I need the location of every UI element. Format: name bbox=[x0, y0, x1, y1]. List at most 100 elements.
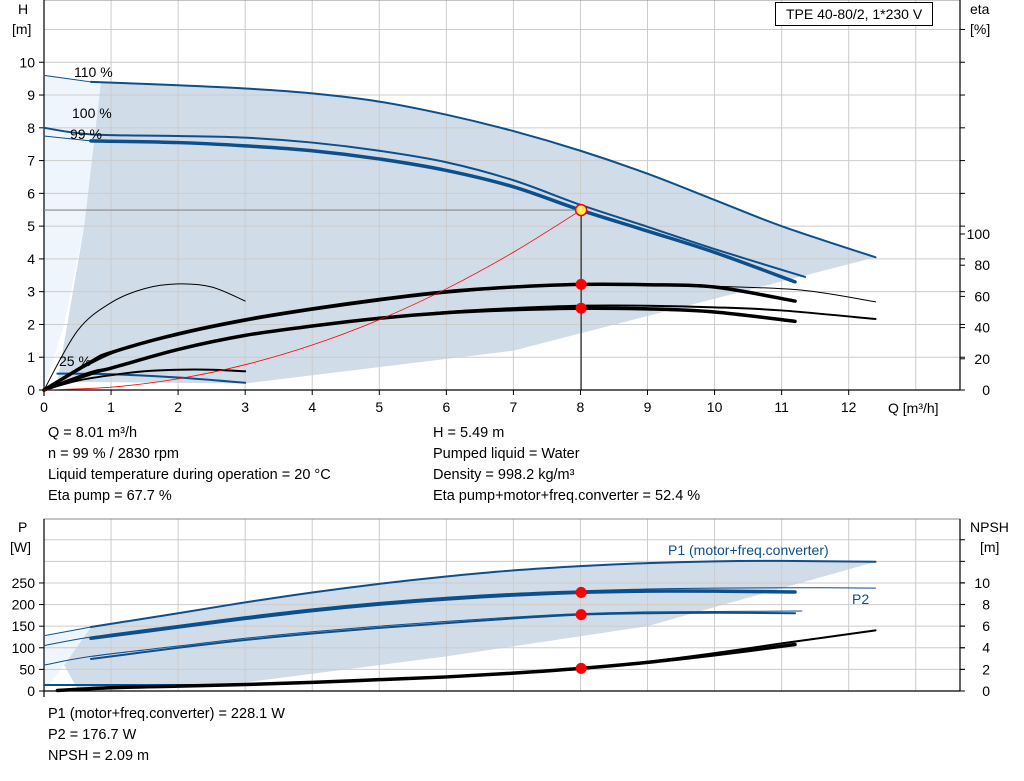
y2-tick-label: 4 bbox=[982, 640, 990, 656]
info-eta-pump: Eta pump = 67.7 % bbox=[48, 488, 172, 504]
y-tick-label: 0 bbox=[27, 382, 35, 398]
info-liquid: Pumped liquid = Water bbox=[433, 446, 580, 462]
pump-title: TPE 40-80/2, 1*230 V bbox=[786, 6, 923, 22]
y-tick-label: 6 bbox=[27, 185, 35, 201]
curve-eta-pump-25 bbox=[43, 283, 246, 391]
y2-tick-label: 20 bbox=[974, 351, 990, 367]
pump-title-box: TPE 40-80/2, 1*230 V bbox=[775, 2, 934, 26]
curve-npsh-110 bbox=[579, 629, 877, 670]
y2-tick-label: 10 bbox=[974, 575, 990, 591]
y2-tick-label: 0 bbox=[982, 382, 990, 398]
npsh-axis-unit: [m] bbox=[980, 539, 1000, 555]
duty-point bbox=[574, 203, 588, 217]
top-info-left: Q = 8.01 m³/h n = 99 % / 2830 rpm Liquid… bbox=[48, 423, 331, 507]
curve-eta-total-25 bbox=[43, 368, 247, 391]
p2-curve-label: P2 bbox=[852, 591, 870, 607]
info-npsh: NPSH = 2.09 m bbox=[48, 748, 150, 764]
info-eta-total: Eta pump+motor+freq.converter = 52.4 % bbox=[433, 488, 701, 504]
y-tick-label: 2 bbox=[27, 316, 35, 332]
npsh-axis-label: NPSH bbox=[970, 519, 1009, 535]
curve-label-100: 100 % bbox=[72, 105, 112, 121]
bottom-info: P1 (motor+freq.converter) = 228.1 W P2 =… bbox=[48, 704, 285, 767]
info-p1: P1 (motor+freq.converter) = 228.1 W bbox=[48, 706, 285, 722]
curve-h100 bbox=[43, 126, 807, 278]
curve-p1-99 bbox=[89, 589, 797, 641]
curve-p2-100 bbox=[43, 610, 803, 666]
curve-p2-99 bbox=[89, 611, 797, 661]
y2-tick-label: 40 bbox=[974, 320, 990, 336]
info-p2: P2 = 176.7 W bbox=[48, 727, 137, 743]
info-flow: Q = 8.01 m³/h bbox=[48, 425, 138, 441]
y-tick-label: 7 bbox=[27, 153, 35, 169]
y-tick-label: 200 bbox=[12, 597, 36, 613]
x-tick-label: 10 bbox=[707, 399, 723, 415]
x-tick-label: 9 bbox=[644, 399, 652, 415]
curve-label-110: 110 % bbox=[74, 64, 113, 80]
x-tick-label: 11 bbox=[774, 399, 789, 415]
eta-total-point bbox=[575, 302, 587, 314]
y-tick-label: 10 bbox=[19, 54, 35, 70]
y2-tick-label: 8 bbox=[982, 596, 990, 612]
curve-h110-ext bbox=[43, 74, 92, 83]
y-axis-unit: [m] bbox=[12, 21, 32, 37]
curve-h99 bbox=[89, 139, 797, 284]
y2-axis-label: eta bbox=[970, 1, 990, 17]
p1-point bbox=[575, 586, 587, 598]
x-axis-label: Q [m³/h] bbox=[888, 400, 939, 416]
x-tick-label: 1 bbox=[107, 399, 115, 415]
y2-tick-label: 100 bbox=[967, 226, 991, 242]
y2-axis-unit: [%] bbox=[970, 21, 991, 37]
p1-curve-label: P1 (motor+freq.converter) bbox=[668, 542, 829, 558]
curve-label-25: 25 % bbox=[59, 353, 91, 369]
y-tick-label: 250 bbox=[12, 575, 36, 591]
curve-h110 bbox=[89, 80, 877, 259]
info-head: H = 5.49 m bbox=[433, 425, 505, 441]
x-tick-label: 5 bbox=[375, 399, 383, 415]
x-tick-label: 4 bbox=[308, 399, 316, 415]
x-tick-label: 3 bbox=[241, 399, 249, 415]
x-tick-label: 6 bbox=[442, 399, 450, 415]
curve-p1-100 bbox=[43, 587, 877, 647]
y-tick-label: 0 bbox=[27, 683, 35, 699]
x-tick-label: 0 bbox=[40, 399, 48, 415]
curve-p1-110-ext bbox=[43, 626, 92, 637]
curve-h25 bbox=[56, 372, 247, 384]
npsh-point bbox=[575, 662, 587, 674]
p2-point bbox=[575, 609, 587, 621]
eta-pump-point bbox=[575, 278, 587, 290]
y2-tick-label: 6 bbox=[982, 618, 990, 634]
curve-h99-ext bbox=[43, 135, 92, 142]
y2-tick-label: 0 bbox=[982, 683, 990, 699]
p-axis-unit: [W] bbox=[10, 539, 31, 555]
curve-system-curve bbox=[43, 209, 582, 391]
y-tick-label: 100 bbox=[12, 640, 36, 656]
x-tick-label: 12 bbox=[841, 399, 857, 415]
y2-tick-label: 60 bbox=[974, 288, 990, 304]
info-speed: n = 99 % / 2830 rpm bbox=[48, 446, 179, 462]
curve-eta-pump-100 bbox=[43, 283, 877, 391]
y2-tick-label: 2 bbox=[982, 661, 990, 677]
info-density: Density = 998.2 kg/m³ bbox=[433, 467, 575, 483]
info-liquid-temp: Liquid temperature during operation = 20… bbox=[48, 467, 331, 483]
y-tick-label: 4 bbox=[27, 251, 35, 267]
y-tick-label: 5 bbox=[27, 218, 35, 234]
power-npsh-panel: 0 50 100 150 200 250 0 2 4 6 8 10 bbox=[12, 518, 990, 699]
y2-tick-label: 80 bbox=[974, 257, 990, 273]
x-tick-label: 7 bbox=[510, 399, 518, 415]
y-axis-label: H bbox=[18, 1, 29, 17]
curve-eta-total-100 bbox=[43, 304, 877, 391]
operating-range-area bbox=[57, 81, 876, 384]
y-tick-label: 9 bbox=[27, 87, 35, 103]
y-tick-label: 1 bbox=[27, 349, 35, 365]
y-tick-label: 50 bbox=[19, 661, 35, 677]
light-envelope-area bbox=[44, 75, 101, 391]
y-tick-label: 8 bbox=[27, 120, 35, 136]
x-tick-label: 8 bbox=[577, 399, 585, 415]
x-tick-label: 2 bbox=[174, 399, 182, 415]
y-tick-label: 150 bbox=[12, 618, 36, 634]
curve-p1-110 bbox=[89, 559, 877, 629]
p-axis-label: P bbox=[18, 519, 28, 535]
curve-label-99: 99 % bbox=[70, 126, 102, 142]
y-tick-label: 3 bbox=[27, 284, 35, 300]
